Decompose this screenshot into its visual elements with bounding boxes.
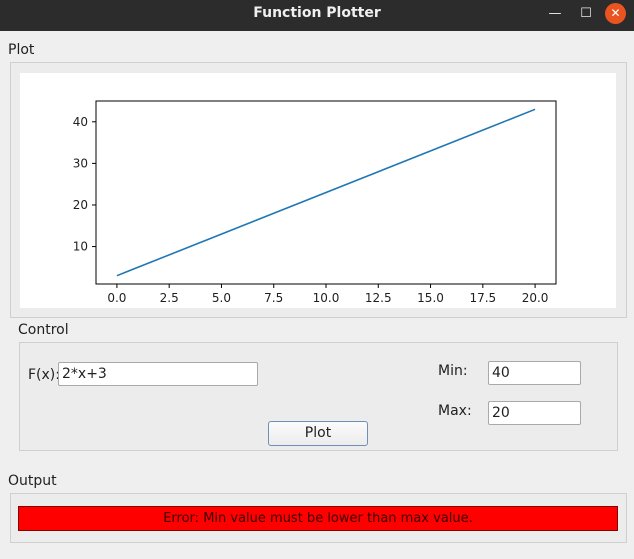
control-group-label: Control xyxy=(18,322,69,338)
min-input[interactable] xyxy=(488,361,581,385)
x-tick-label: 20.0 xyxy=(522,291,549,305)
min-label: Min: xyxy=(438,363,468,379)
minimize-icon[interactable]: — xyxy=(548,6,562,21)
y-tick-label: 30 xyxy=(73,156,88,170)
x-tick-label: 2.5 xyxy=(160,291,179,305)
x-tick-label: 7.5 xyxy=(264,291,283,305)
plot-button[interactable]: Plot xyxy=(268,421,368,446)
plot-canvas: 0.0 2.5 5.0 7.5 10.0 12.5 15.0 17.5 20.0 10 20 30 40 xyxy=(20,73,616,308)
function-input[interactable] xyxy=(58,362,258,386)
max-input[interactable] xyxy=(488,401,581,425)
series-line xyxy=(116,108,536,277)
plot-group-label: Plot xyxy=(8,42,35,58)
x-tick-label: 10.0 xyxy=(313,291,340,305)
maximize-icon[interactable]: ☐ xyxy=(580,6,592,21)
y-tick-label: 20 xyxy=(73,198,88,212)
x-tick-label: 15.0 xyxy=(417,291,444,305)
y-tick-label: 10 xyxy=(73,240,88,254)
close-icon[interactable]: ✕ xyxy=(605,3,626,24)
x-tick-label: 5.0 xyxy=(212,291,231,305)
x-tick-label: 12.5 xyxy=(365,291,392,305)
max-label: Max: xyxy=(438,403,472,419)
y-tick-label: 40 xyxy=(73,115,88,129)
window-title: Function Plotter xyxy=(253,5,381,21)
x-tick-label: 0.0 xyxy=(107,291,126,305)
error-message: Error: Min value must be lower than max … xyxy=(18,506,618,531)
title-bar: Function Plotter — ☐ ✕ xyxy=(0,0,634,31)
chart: 0.0 2.5 5.0 7.5 10.0 12.5 15.0 17.5 20.0 10 20 30 40 xyxy=(73,100,557,305)
output-group-label: Output xyxy=(8,473,57,489)
x-tick-label: 17.5 xyxy=(469,291,496,305)
function-label: F(x): xyxy=(28,367,60,383)
